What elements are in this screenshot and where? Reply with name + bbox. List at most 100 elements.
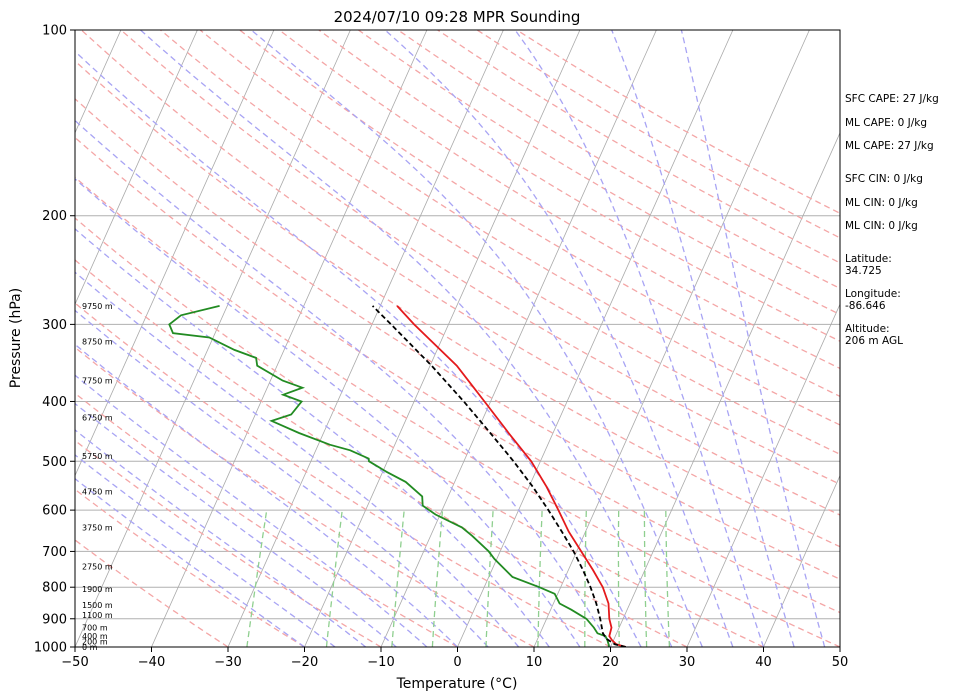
mixing-ratio-line [246, 510, 268, 647]
dry-adiabat-line [75, 302, 611, 647]
dry-adiabat-line [199, 30, 840, 426]
ml-cape-stat-2: ML CAPE: 27 J/kg [845, 140, 934, 152]
height-label: 3750 m [82, 523, 113, 532]
isotherm-line [75, 30, 275, 477]
height-label: 8750 m [82, 338, 113, 347]
mixing-ratio-line [537, 510, 543, 647]
moist-adiabat-line [75, 228, 550, 647]
latitude-value: 34.725 [845, 265, 882, 277]
moist-adiabat-line [611, 30, 795, 647]
height-label: 5750 m [82, 452, 113, 461]
moist-adiabat-line [384, 30, 734, 647]
isotherm-line [763, 474, 840, 647]
mixing-ratio-line [431, 510, 444, 647]
dry-adiabat-line [75, 176, 840, 647]
y-tick-label: 600 [42, 504, 67, 519]
dry-adiabat-line [80, 30, 840, 516]
mixing-ratio-line [617, 510, 620, 647]
moist-adiabat-line [140, 30, 673, 647]
dry-adiabat-line [75, 259, 688, 647]
dry-adiabat-line [278, 30, 840, 370]
moist-adiabat-line [680, 30, 826, 647]
height-label: 400 m [82, 632, 108, 641]
moist-adiabat-line [75, 119, 612, 647]
dry-adiabat-line [75, 97, 840, 580]
isotherm-line [610, 131, 840, 647]
isotherm-line [457, 30, 734, 647]
height-label: 1100 m [82, 611, 113, 620]
dry-adiabat-line [75, 392, 458, 647]
latitude-label: Latitude: [845, 253, 892, 265]
ml-cin-stat: ML CIN: 0 J/kg [845, 197, 918, 209]
y-tick-label: 1000 [34, 641, 67, 656]
altitude-value: 206 m AGL [845, 335, 903, 347]
y-tick-label: 400 [42, 395, 67, 410]
x-tick-label: −10 [367, 655, 394, 670]
y-tick-label: 500 [42, 455, 67, 470]
dry-adiabat-line [239, 30, 840, 398]
dry-adiabat-line [120, 30, 840, 485]
stats-panel: SFC CAPE: 27 J/kg ML CAPE: 0 J/kg ML CAP… [845, 93, 939, 347]
y-axis: 100 200 300 400 500 600 700 800 900 1000 [34, 24, 75, 656]
temperature-trace [396, 305, 627, 647]
dry-adiabat-line [358, 30, 840, 316]
height-label: 200 m [82, 638, 108, 647]
x-tick-label: 0 [453, 655, 461, 670]
x-axis: −50 −40 −30 −20 −10 0 10 20 30 40 50 [61, 647, 848, 670]
y-tick-label: 900 [42, 612, 67, 627]
moist-adiabat-line [75, 429, 367, 647]
y-tick-label: 800 [42, 581, 67, 596]
isotherm-line [227, 30, 504, 647]
moist-adiabat-line [75, 454, 336, 647]
x-axis-label: Temperature (°C) [396, 676, 518, 692]
height-label: 4750 m [82, 488, 113, 497]
moist-adiabat-line [75, 178, 581, 647]
dry-adiabat-line [75, 136, 840, 614]
isotherm-line [533, 30, 810, 647]
ml-cin-stat-2: ML CIN: 0 J/kg [845, 220, 918, 232]
altitude-label: Altitude: [845, 323, 890, 335]
moist-adiabat-line [75, 477, 305, 647]
moist-adiabat-line [514, 30, 765, 647]
mixing-ratio-line [665, 510, 671, 647]
y-tick-label: 200 [42, 209, 67, 224]
height-label: 1900 m [82, 585, 113, 594]
height-label: 1500 m [82, 601, 113, 610]
y-tick-label: 700 [42, 545, 67, 560]
background-lines [75, 30, 840, 647]
ml-cape-stat: ML CAPE: 0 J/kg [845, 117, 927, 129]
sounding-traces [168, 305, 627, 647]
dry-adiabat-line [75, 346, 535, 647]
dry-adiabat-line [75, 488, 305, 647]
longitude-label: Longitude: [845, 288, 901, 300]
isotherm-line [380, 30, 657, 647]
moist-adiabat-line [75, 374, 428, 647]
moist-adiabat-line [75, 343, 458, 647]
x-tick-label: 10 [526, 655, 543, 670]
chart-title: 2024/07/10 09:28 MPR Sounding [334, 8, 581, 26]
isotherm-line [75, 30, 198, 306]
y-tick-label: 100 [42, 24, 67, 39]
isotherm-line [304, 30, 581, 647]
dry-adiabat-line [75, 539, 229, 647]
moist-adiabat-line [250, 30, 703, 647]
height-label: 2750 m [82, 562, 113, 571]
isotherm-line [151, 30, 428, 647]
dry-adiabat-line [75, 60, 840, 548]
mixing-ratio-line [643, 510, 648, 647]
moist-adiabat-line [75, 50, 642, 647]
moist-adiabat-line [75, 271, 520, 647]
dry-adiabat-line [397, 30, 840, 290]
x-tick-label: 30 [679, 655, 696, 670]
height-label: 700 m [82, 624, 108, 633]
sfc-cin-stat: SFC CIN: 0 J/kg [845, 173, 923, 185]
x-tick-label: 50 [832, 655, 849, 670]
mixing-ratio-line [325, 510, 343, 647]
moist-adiabat-line [75, 309, 489, 647]
height-label: 6750 m [82, 414, 113, 423]
y-axis-label: Pressure (hPa) [8, 288, 24, 388]
longitude-value: -86.646 [845, 300, 886, 312]
x-tick-label: −30 [214, 655, 241, 670]
dry-adiabat-line [75, 217, 764, 647]
